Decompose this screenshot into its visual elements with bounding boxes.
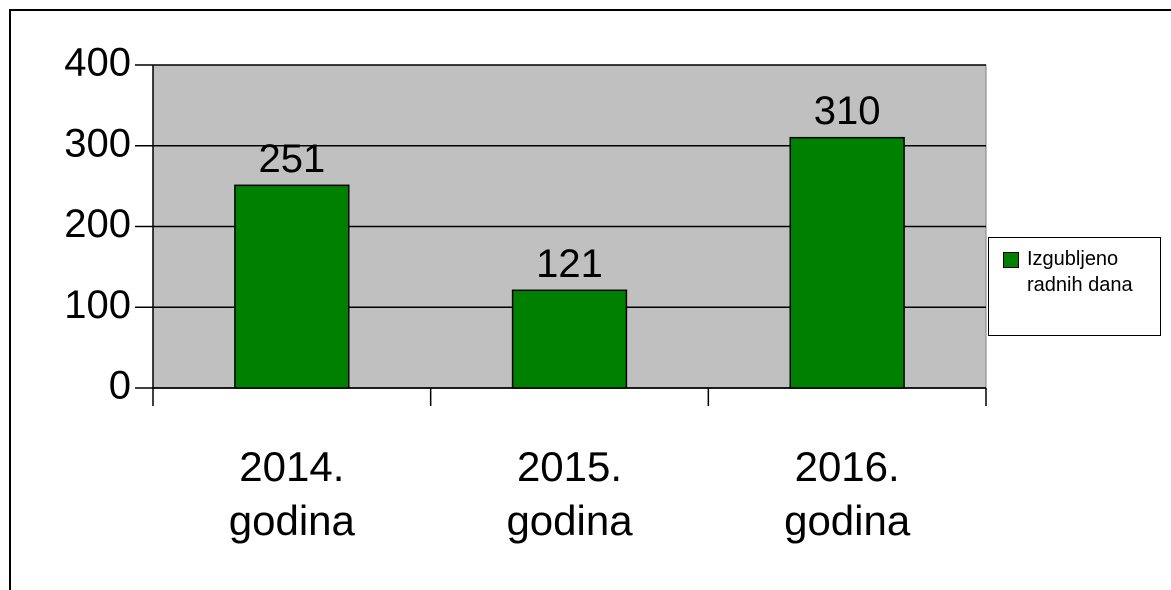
y-tick-label: 200: [64, 202, 131, 246]
x-tick-label: 2015. godina: [506, 443, 633, 544]
legend: Izgubljeno radnih dana: [988, 237, 1161, 336]
bar: [789, 136, 905, 389]
y-tick-label: 400: [64, 41, 131, 85]
value-label: 251: [258, 137, 325, 181]
x-tick-label: 2016. godina: [784, 443, 911, 544]
legend-swatch: [1003, 252, 1019, 268]
legend-label: Izgubljeno radnih dana: [1027, 248, 1133, 296]
y-tick-label: 100: [64, 283, 131, 327]
outer-border: [9, 9, 1171, 590]
y-tick-label: 300: [64, 121, 131, 165]
value-label: 121: [536, 242, 603, 286]
x-tick-label: 2014. godina: [228, 443, 355, 544]
bar: [511, 289, 628, 389]
bar: [234, 184, 350, 389]
y-tick-label: 0: [109, 364, 131, 408]
value-label: 310: [814, 89, 881, 133]
